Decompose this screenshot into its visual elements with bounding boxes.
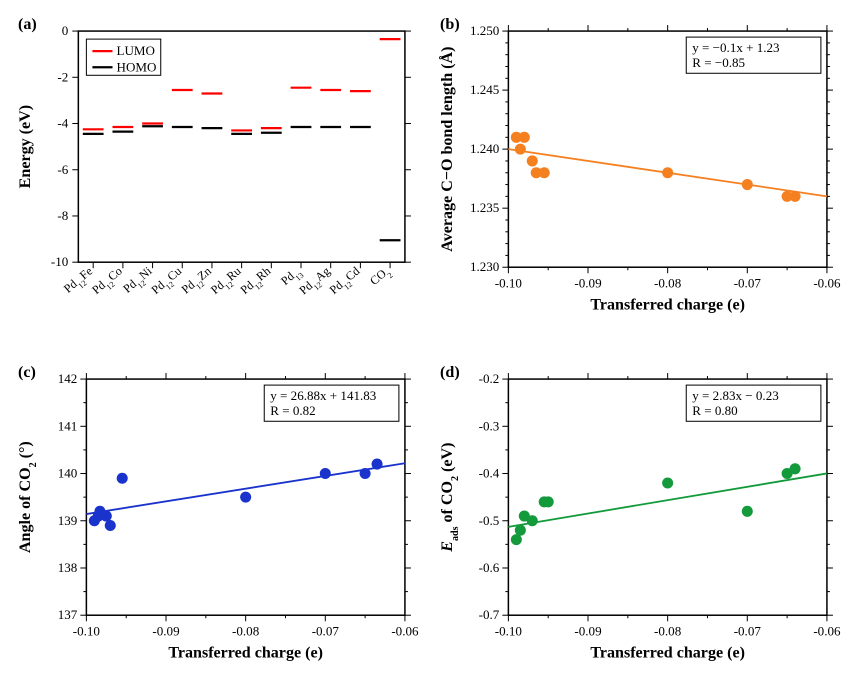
- svg-text:-0.07: -0.07: [734, 623, 762, 638]
- svg-text:-0.10: -0.10: [73, 623, 101, 638]
- svg-text:-0.7: -0.7: [479, 607, 500, 622]
- svg-text:-0.07: -0.07: [734, 275, 762, 290]
- svg-text:Transferred charge (e): Transferred charge (e): [590, 644, 745, 661]
- svg-text:-0.5: -0.5: [479, 512, 500, 527]
- svg-text:-0.08: -0.08: [654, 275, 682, 290]
- svg-text:-0.10: -0.10: [495, 623, 523, 638]
- panel-c: -0.10 -0.09 -0.08 -0.07 -0.06 137 138 139 140 141…: [8, 356, 420, 684]
- svg-text:-0.07: -0.07: [312, 623, 340, 638]
- figure-grid: -10-8-6-4-20Energy (eV)Pd12FePd12CoPd12N…: [0, 0, 850, 695]
- svg-text:140: 140: [58, 465, 78, 480]
- svg-text:-0.06: -0.06: [813, 275, 841, 290]
- svg-text:(d): (d): [440, 364, 460, 381]
- panel-b-svg: -0.10 -0.09 -0.08 -0.07 -0.06 1.230 1.235 1.240…: [430, 8, 842, 336]
- svg-text:(b): (b): [440, 16, 460, 33]
- panel-b: -0.10 -0.09 -0.08 -0.07 -0.06 1.230 1.235 1.240…: [430, 8, 842, 336]
- svg-text:-0.10: -0.10: [495, 275, 523, 290]
- panel-a-svg: -10-8-6-4-20Energy (eV)Pd12FePd12CoPd12N…: [8, 8, 420, 336]
- svg-text:1.245: 1.245: [470, 82, 500, 97]
- svg-text:Pd12Ru: Pd12Ru: [208, 264, 246, 300]
- svg-text:y = 26.88x + 141.83: y = 26.88x + 141.83: [270, 388, 377, 403]
- svg-text:-0.09: -0.09: [574, 623, 601, 638]
- svg-text:1.240: 1.240: [470, 141, 500, 156]
- svg-text:142: 142: [58, 371, 78, 386]
- svg-text:Pd12Rh: Pd12Rh: [238, 264, 276, 300]
- svg-text:-4: -4: [57, 116, 68, 131]
- svg-text:-10: -10: [51, 254, 69, 269]
- svg-text:Pd12Ag: Pd12Ag: [296, 264, 334, 300]
- svg-text:-0.09: -0.09: [152, 623, 179, 638]
- svg-text:138: 138: [58, 560, 78, 575]
- panel-d-svg: -0.10 -0.09 -0.08 -0.07 -0.06 -0.7 -0.6 -0.5 -0.…: [430, 356, 842, 684]
- svg-text:Pd12Zn: Pd12Zn: [179, 264, 216, 299]
- svg-text:Pd12Co: Pd12Co: [89, 264, 127, 300]
- svg-text:0: 0: [62, 23, 69, 38]
- svg-text:R = −0.85: R = −0.85: [692, 55, 745, 70]
- svg-text:-8: -8: [57, 208, 68, 223]
- svg-text:-0.09: -0.09: [574, 275, 601, 290]
- panel-c-svg: -0.10 -0.09 -0.08 -0.07 -0.06 137 138 139 140 141…: [8, 356, 420, 684]
- svg-text:-0.6: -0.6: [479, 560, 500, 575]
- svg-text:-6: -6: [57, 162, 68, 177]
- svg-text:Transferred charge (e): Transferred charge (e): [168, 644, 323, 661]
- svg-text:Pd12Cd: Pd12Cd: [327, 264, 365, 300]
- svg-text:Pd12Ni: Pd12Ni: [120, 263, 157, 298]
- svg-text:137: 137: [58, 607, 78, 622]
- svg-text:-0.08: -0.08: [232, 623, 260, 638]
- svg-text:R = 0.82: R = 0.82: [270, 403, 315, 418]
- svg-text:-0.2: -0.2: [479, 371, 500, 386]
- svg-text:-0.06: -0.06: [813, 623, 841, 638]
- panel-d: -0.10 -0.09 -0.08 -0.07 -0.06 -0.7 -0.6 -0.5 -0.…: [430, 356, 842, 684]
- panel-a: -10-8-6-4-20Energy (eV)Pd12FePd12CoPd12N…: [8, 8, 420, 336]
- svg-text:(a): (a): [18, 16, 37, 33]
- svg-text:139: 139: [58, 512, 78, 527]
- svg-text:-0.4: -0.4: [479, 465, 500, 480]
- svg-text:-2: -2: [57, 69, 68, 84]
- svg-text:LUMO: LUMO: [117, 43, 155, 58]
- svg-text:-0.06: -0.06: [391, 623, 419, 638]
- svg-text:Average C−O bond length (Å): Average C−O bond length (Å): [438, 47, 456, 252]
- svg-text:Transferred charge (e): Transferred charge (e): [590, 296, 745, 313]
- svg-text:Eads of CO2 (eV): Eads of CO2 (eV): [439, 442, 461, 552]
- svg-text:-0.3: -0.3: [479, 418, 500, 433]
- svg-text:1.230: 1.230: [470, 259, 500, 274]
- svg-text:y = 2.83x − 0.23: y = 2.83x − 0.23: [692, 388, 779, 403]
- svg-text:HOMO: HOMO: [117, 59, 157, 74]
- svg-text:(c): (c): [18, 364, 36, 381]
- svg-text:Pd12Cu: Pd12Cu: [149, 264, 187, 300]
- svg-text:y = −0.1x + 1.23: y = −0.1x + 1.23: [692, 40, 780, 55]
- svg-text:1.235: 1.235: [470, 200, 500, 215]
- svg-text:R = 0.80: R = 0.80: [692, 403, 738, 418]
- svg-text:1.250: 1.250: [470, 23, 500, 38]
- svg-text:Energy (eV): Energy (eV): [17, 105, 34, 188]
- svg-text:141: 141: [58, 418, 78, 433]
- svg-text:Angle of CO2 (°): Angle of CO2 (°): [17, 441, 39, 553]
- svg-text:-0.08: -0.08: [654, 623, 682, 638]
